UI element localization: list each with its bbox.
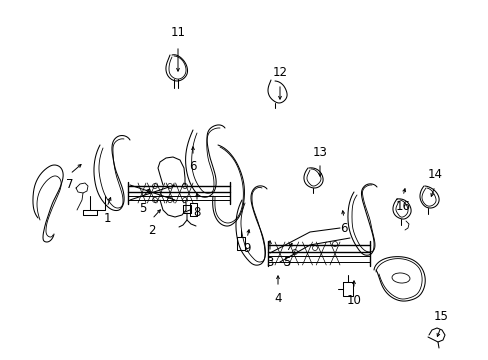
Text: 6: 6 xyxy=(340,222,347,235)
Text: 10: 10 xyxy=(346,293,361,306)
Text: 7: 7 xyxy=(66,179,74,192)
Text: 2: 2 xyxy=(148,224,156,237)
Text: 4: 4 xyxy=(274,292,281,305)
Text: 12: 12 xyxy=(272,67,287,80)
Polygon shape xyxy=(183,205,191,213)
Text: 14: 14 xyxy=(427,168,442,181)
Text: 1: 1 xyxy=(103,211,110,225)
Text: 9: 9 xyxy=(243,243,250,256)
Text: 5: 5 xyxy=(139,202,146,215)
Polygon shape xyxy=(190,203,197,216)
Text: 15: 15 xyxy=(433,310,447,323)
Polygon shape xyxy=(237,237,244,250)
Text: 16: 16 xyxy=(395,201,409,213)
Text: 11: 11 xyxy=(170,27,185,40)
Text: 13: 13 xyxy=(312,145,327,158)
Text: 5: 5 xyxy=(283,256,290,270)
Polygon shape xyxy=(342,282,352,296)
Text: 3: 3 xyxy=(266,256,273,270)
Text: 6: 6 xyxy=(189,161,196,174)
Text: 8: 8 xyxy=(193,207,200,220)
